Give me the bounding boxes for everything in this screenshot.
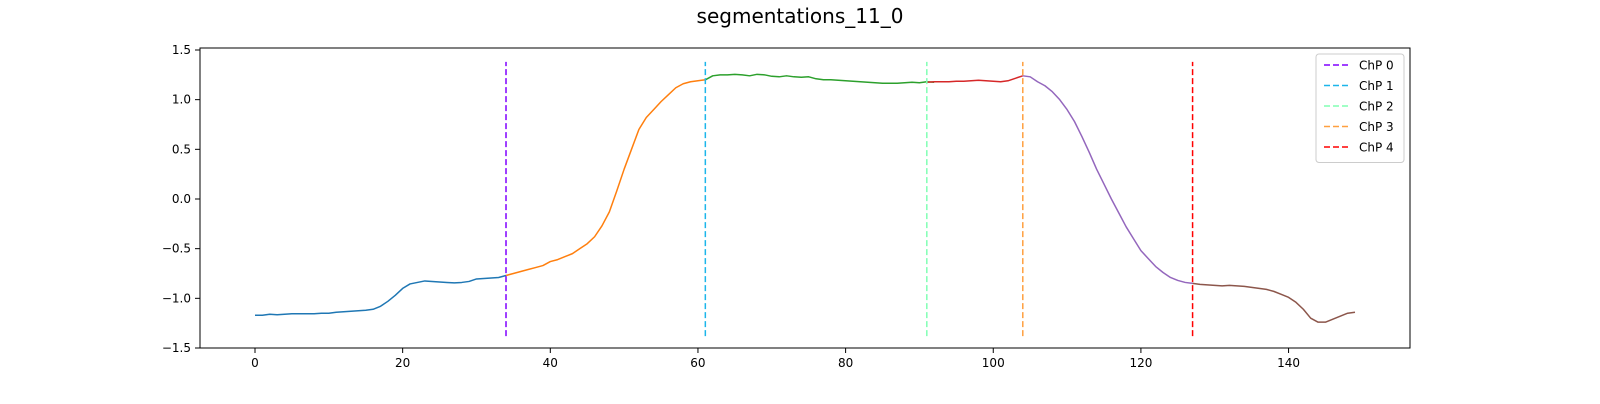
legend-label: ChP 0: [1359, 59, 1394, 73]
y-tick-label: 0.0: [172, 192, 191, 206]
x-tick-label: 100: [982, 356, 1005, 370]
series-line-0: [255, 274, 507, 316]
y-tick-label: 0.5: [172, 142, 191, 156]
legend-label: ChP 3: [1359, 120, 1394, 134]
x-tick-label: 60: [690, 356, 705, 370]
legend-label: ChP 1: [1359, 79, 1394, 93]
y-tick-label: −0.5: [162, 242, 191, 256]
series-line-3: [926, 75, 1024, 84]
plot-frame: [199, 47, 1411, 349]
legend-label: ChP 4: [1359, 141, 1394, 155]
series-line-4: [1022, 75, 1193, 285]
series-line-5: [1192, 282, 1356, 323]
y-tick-label: −1.5: [162, 341, 191, 355]
x-tick-label: 20: [395, 356, 410, 370]
x-tick-label: 40: [543, 356, 558, 370]
chart-title: segmentations_11_0: [696, 4, 904, 28]
y-tick-label: −1.0: [162, 291, 191, 305]
y-tick-label: 1.5: [172, 43, 191, 57]
series-line-2: [704, 73, 935, 85]
x-tick-label: 140: [1277, 356, 1300, 370]
series-line-1: [505, 79, 706, 277]
y-tick-label: 1.0: [172, 93, 191, 107]
x-tick-label: 0: [251, 356, 259, 370]
x-tick-label: 120: [1129, 356, 1152, 370]
legend-box: [1315, 53, 1405, 163]
x-tick-label: 80: [838, 356, 853, 370]
legend-label: ChP 2: [1359, 100, 1394, 114]
